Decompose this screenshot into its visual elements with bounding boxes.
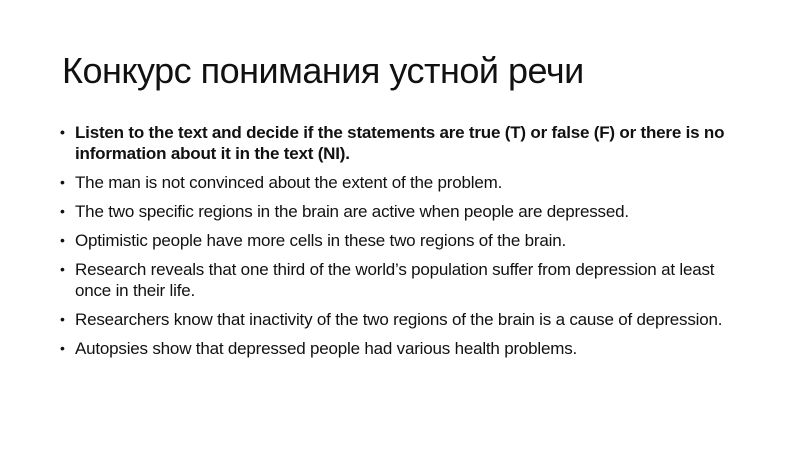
statement-bullet: Research reveals that one third of the w… xyxy=(60,259,750,301)
statement-bullet: The two specific regions in the brain ar… xyxy=(60,201,750,222)
bullet-list: Listen to the text and decide if the sta… xyxy=(60,122,750,367)
statement-bullet: The man is not convinced about the exten… xyxy=(60,172,750,193)
statement-bullet: Optimistic people have more cells in the… xyxy=(60,230,750,251)
statement-bullet: Researchers know that inactivity of the … xyxy=(60,309,750,330)
statement-bullet: Autopsies show that depressed people had… xyxy=(60,338,750,359)
slide-title: Конкурс понимания устной речи xyxy=(62,50,584,91)
instruction-bullet: Listen to the text and decide if the sta… xyxy=(60,122,750,164)
